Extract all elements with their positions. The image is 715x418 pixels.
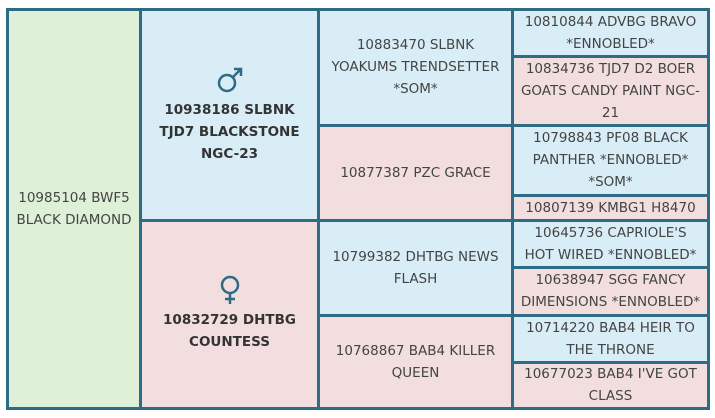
female-icon [220,276,239,305]
pedigree-cell: 10938186 SLBNK TJD7 BLACKSTONE NGC-23 [142,11,317,219]
animal-name: 10807139 KMBG1 H8470 [525,199,696,216]
pedigree-cell: 10799382 DHTBG NEWS FLASH [320,221,511,314]
animal-name: 10877387 PZC GRACE [340,164,491,181]
animal-name: 10810844 ADVBG BRAVO *ENNOBLED* [524,13,697,52]
animal-name: 10798843 PF08 BLACK PANTHER *ENNOBLED* *… [532,130,689,190]
animal-name: 10714220 BAB4 HEIR TO THE THRONE [526,319,695,358]
pedigree-cell: 10798843 PF08 BLACK PANTHER *ENNOBLED* *… [514,126,707,194]
pedigree-cell: 10645736 CAPRIOLE'S HOT WIRED *ENNOBLED* [514,221,707,266]
pedigree-cell: 10985104 BWF5 BLACK DIAMOND [9,11,139,407]
pedigree-cell: 10883470 SLBNK YOAKUMS TRENDSETTER *SOM* [320,11,511,124]
pedigree-cell: 10834736 TJD7 D2 BOER GOATS CANDY PAINT … [514,57,707,124]
pedigree-cell: 10832729 DHTBG COUNTESS [142,221,317,407]
pedigree-cell: 10810844 ADVBG BRAVO *ENNOBLED* [514,11,707,55]
animal-name: 10799382 DHTBG NEWS FLASH [332,248,499,287]
pedigree-table: 10985104 BWF5 BLACK DIAMOND 10938186 SLBN… [6,8,710,410]
animal-name: 10645736 CAPRIOLE'S HOT WIRED *ENNOBLED* [524,224,697,263]
animal-name: 10985104 BWF5 BLACK DIAMOND [16,190,132,228]
male-icon [217,67,242,92]
pedigree-cell: 10638947 SGG FANCY DIMENSIONS *ENNOBLED* [514,268,707,314]
animal-name: 10677023 BAB4 I'VE GOT CLASS [524,366,697,405]
animal-name: 10832729 DHTBG COUNTESS [163,312,296,351]
pedigree-cell: 10714220 BAB4 HEIR TO THE THRONE [514,316,707,361]
animal-name: 10768867 BAB4 KILLER QUEEN [335,342,496,381]
pedigree-cell: 10677023 BAB4 I'VE GOT CLASS [514,363,707,407]
animal-name: 10834736 TJD7 D2 BOER GOATS CANDY PAINT … [520,60,701,121]
pedigree-cell: 10877387 PZC GRACE [320,126,511,219]
animal-name: 10638947 SGG FANCY DIMENSIONS *ENNOBLED* [520,272,701,310]
animal-name: 10938186 SLBNK TJD7 BLACKSTONE NGC-23 [159,101,300,162]
pedigree-cell: 10768867 BAB4 KILLER QUEEN [320,316,511,407]
pedigree-cell: 10807139 KMBG1 H8470 [514,196,707,219]
animal-name: 10883470 SLBNK YOAKUMS TRENDSETTER *SOM* [331,37,500,98]
